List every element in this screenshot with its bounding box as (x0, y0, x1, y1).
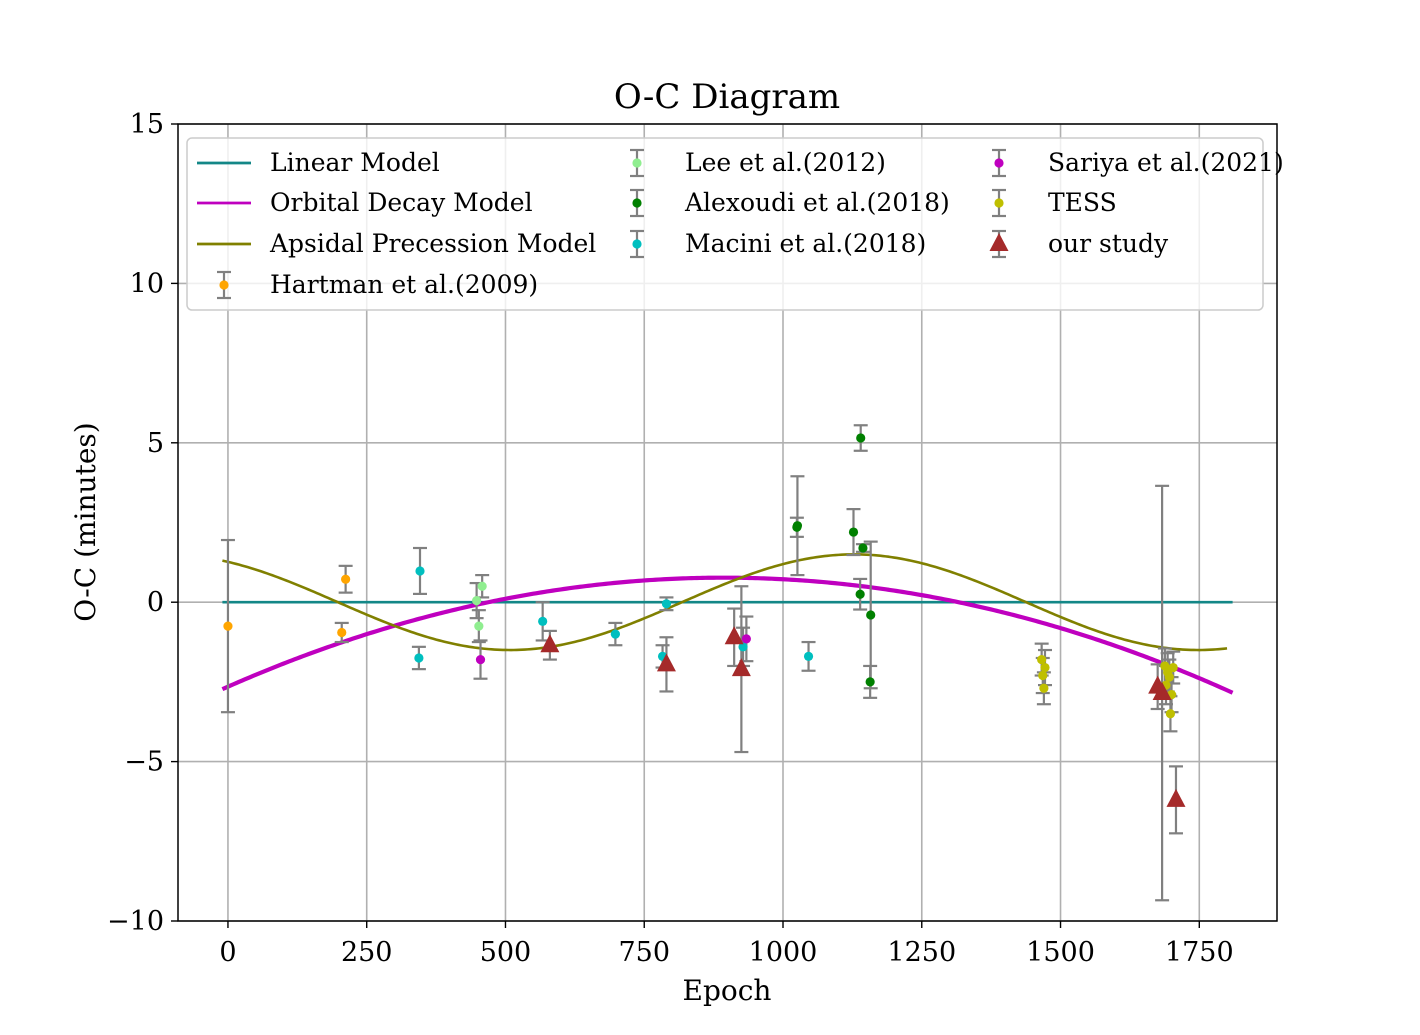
our-study-point (656, 653, 676, 672)
x-tick-label: 750 (618, 937, 670, 968)
y-tick-label: 0 (147, 587, 164, 618)
legend-label: Lee et al.(2012) (685, 148, 886, 177)
hartman-et-al-2009-legend-marker (219, 280, 229, 290)
hartman-et-al-2009-point (341, 574, 351, 584)
x-tick-label: 1500 (1026, 937, 1095, 968)
tess-point (1037, 654, 1047, 665)
legend-box (186, 137, 1264, 311)
tess-point (1040, 662, 1050, 673)
x-tick-label: 250 (341, 937, 393, 968)
lee-et-al-2012-point (472, 596, 482, 606)
macini-et-al-2018-point (803, 651, 814, 661)
legend-label: Macini et al.(2018) (685, 229, 926, 258)
tess-point (1168, 662, 1178, 673)
y-tick-label: −5 (124, 747, 164, 778)
hartman-et-al-2009-point (337, 627, 347, 638)
legend-label: Hartman et al.(2009) (270, 270, 538, 299)
our-study-point (731, 658, 751, 677)
y-axis-label: O-C (minutes) (69, 422, 102, 621)
our-study-point (724, 626, 744, 645)
legend-label: Linear Model (270, 148, 440, 177)
our-study-point (1152, 682, 1172, 701)
alexoudi-et-al-2018-point (866, 610, 876, 620)
y-tick-label: 15 (130, 109, 164, 140)
sariya-et-al-2021-point (741, 634, 751, 644)
legend-label: TESS (1048, 188, 1117, 217)
alexoudi-et-al-2018-point (858, 543, 868, 553)
x-axis-label: Epoch (683, 974, 772, 1007)
sariya-et-al-2021-point (475, 654, 486, 665)
y-tick-label: −10 (107, 906, 164, 937)
our-study-point (540, 634, 560, 653)
legend-label: Sariya et al.(2021) (1048, 148, 1284, 177)
x-tick-label: 1250 (887, 937, 956, 968)
model-curves (221, 553, 1234, 695)
alexoudi-et-al-2018-legend-marker (632, 198, 642, 208)
macini-et-al-2018-point (415, 566, 425, 576)
lee-et-al-2012-legend-marker (632, 158, 642, 168)
alexoudi-et-al-2018-point (865, 677, 875, 687)
lee-et-al-2012-point (474, 621, 484, 631)
macini-et-al-2018-point (661, 599, 672, 609)
macini-et-al-2018-legend-marker (632, 239, 642, 249)
x-tick-label: 0 (219, 937, 236, 968)
tess-point (1164, 672, 1174, 682)
alexoudi-et-al-2018-point (848, 527, 859, 537)
legend-label: our study (1048, 229, 1169, 258)
orbital-decay-model-curve (221, 575, 1234, 695)
plot-area-frame (177, 123, 1278, 922)
tess-point (1038, 670, 1048, 681)
macini-et-al-2018-point (538, 616, 548, 626)
tess-point (1165, 709, 1176, 719)
x-tick-label: 1000 (749, 937, 818, 968)
alexoudi-et-al-2018-point (792, 521, 803, 531)
x-tick-label: 1750 (1165, 937, 1234, 968)
x-tick-label: 500 (480, 937, 532, 968)
legend: Linear Model Orbital Decay Model Apsidal P… (186, 137, 1284, 311)
legend-label: Apsidal Precession Model (269, 229, 596, 258)
macini-et-al-2018-point (610, 629, 620, 639)
hartman-et-al-2009-point (223, 621, 233, 631)
data-points (220, 424, 1186, 902)
macini-et-al-2018-point (738, 642, 748, 652)
y-tick-label: 5 (147, 428, 164, 459)
legend-label: Orbital Decay Model (270, 188, 533, 217)
legend-label: Alexoudi et al.(2018) (684, 188, 950, 217)
apsidal-precession-model-curve (222, 553, 1228, 652)
tess-point (1039, 683, 1049, 693)
sariya-et-al-2021-legend-marker (994, 158, 1004, 168)
y-tick-label: 10 (130, 268, 164, 299)
our-study-legend-marker (989, 233, 1009, 251)
alexoudi-et-al-2018-point (856, 433, 866, 443)
macini-et-al-2018-point (414, 653, 424, 663)
alexoudi-et-al-2018-point (855, 589, 865, 599)
lee-et-al-2012-point (477, 581, 487, 591)
chart-title: O-C Diagram (614, 77, 840, 117)
axis-ticks: 0 250 500 750 1000 1250 1500 1750 15 10 5 0 −5 −10 (107, 109, 1234, 968)
tess-legend-marker (994, 198, 1004, 208)
our-study-point (1166, 788, 1186, 807)
